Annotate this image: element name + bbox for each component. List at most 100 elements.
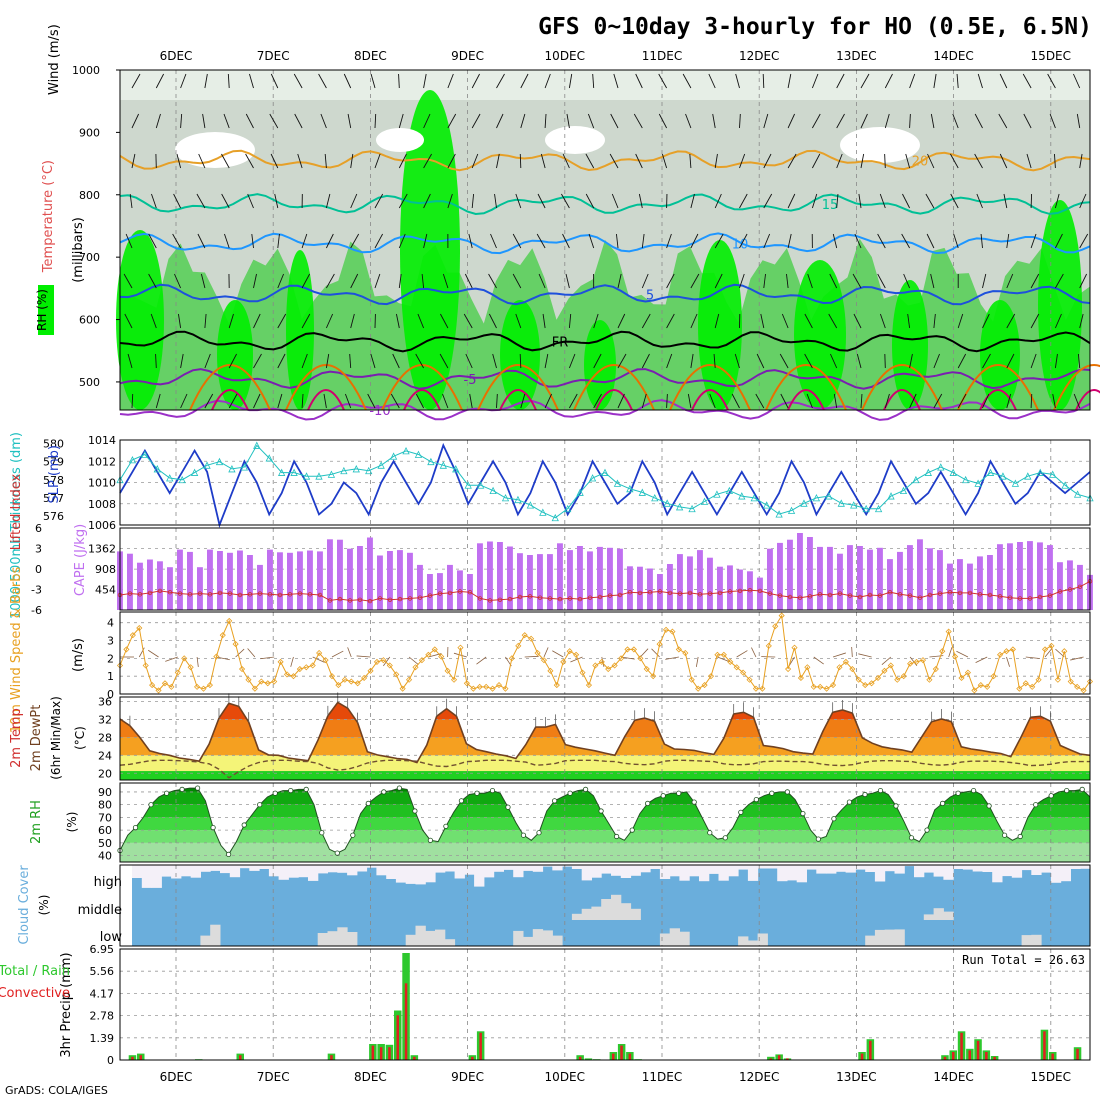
thickness-point <box>924 468 932 476</box>
cloud-bar-high <box>943 865 954 880</box>
cloud-bar-high <box>747 865 759 881</box>
cloud-bar-high <box>581 865 592 881</box>
cloud-bar-high <box>190 865 201 878</box>
wind-barb <box>471 193 475 209</box>
wind-barb <box>953 233 959 249</box>
li-point <box>967 590 973 596</box>
temperature-contour-label: 5 <box>646 289 654 304</box>
date-tick-label: 12DEC <box>739 49 779 63</box>
wind-barb <box>398 193 408 209</box>
rh-point <box>1001 832 1008 838</box>
li-point <box>807 594 813 599</box>
precip-total-bar <box>584 1058 593 1060</box>
wind-barb <box>568 353 576 369</box>
wind-barb <box>1054 233 1063 249</box>
thickness-point <box>203 461 211 469</box>
li-point <box>437 591 443 596</box>
wind-speed-point <box>290 673 297 680</box>
wind-speed-point <box>483 683 490 690</box>
cape-bar <box>807 537 813 610</box>
wind-barb <box>780 393 789 409</box>
wind-barb <box>325 193 331 209</box>
rh-point <box>629 827 635 833</box>
thickness-point <box>974 479 982 487</box>
cloud-bar-low <box>1031 934 1042 946</box>
li-point <box>607 593 613 598</box>
rh-point <box>924 827 930 833</box>
wind-speed-point <box>271 678 278 685</box>
li-point <box>537 595 543 600</box>
wind-speed-point <box>1041 646 1049 653</box>
wind-speed-point <box>772 623 779 630</box>
li-point <box>907 593 913 598</box>
wind-barb <box>836 193 839 209</box>
wind-speed-point <box>592 662 599 669</box>
wind-speed-point <box>1035 676 1042 683</box>
wind-speed-point <box>341 676 348 683</box>
wind-barb <box>131 73 141 89</box>
wind-barb <box>198 153 206 169</box>
cloud-bar-high <box>454 865 465 879</box>
rh-tick-label: 50 <box>98 837 112 850</box>
wind-barb <box>350 153 354 169</box>
cloud-bar-low <box>327 931 338 946</box>
thickness-point <box>651 493 659 502</box>
wind-speed-point <box>354 680 361 687</box>
rh-point <box>691 799 697 805</box>
wind-barb <box>476 656 487 665</box>
wind-barb <box>301 313 311 329</box>
rh-point <box>288 787 294 794</box>
wind-barb <box>398 233 406 249</box>
li-point <box>207 592 213 597</box>
cape-bar <box>707 557 713 610</box>
wind-barb <box>172 233 181 249</box>
wind-speed-point <box>547 667 554 674</box>
date-tick-label: 13DEC <box>836 49 876 63</box>
cloud-bar-high <box>386 865 397 879</box>
li-point <box>577 596 583 602</box>
wind-barb <box>714 233 724 249</box>
rh-band <box>120 788 1090 792</box>
credit-label: GrADS: COLA/IGES <box>5 1084 108 1097</box>
cloud-bar-high <box>757 865 768 869</box>
pressure-tick-label: 800 <box>79 189 100 202</box>
thickness-point <box>352 465 360 473</box>
thickness-point <box>389 452 398 460</box>
cloud-bar-low <box>679 931 690 946</box>
wind-barb <box>927 153 935 169</box>
thickness-point <box>937 463 945 471</box>
wind-barb <box>982 353 991 369</box>
wind-speed-point <box>245 676 252 683</box>
wind-barb <box>447 193 453 209</box>
cloud-bar-low <box>659 933 671 946</box>
li-point <box>587 595 593 600</box>
li-point <box>687 590 693 596</box>
wind-barb <box>1025 656 1040 659</box>
thickness-point <box>986 468 995 476</box>
wind-barb <box>196 656 199 668</box>
slp-tick-label: 1006 <box>88 519 116 532</box>
thickness-point <box>775 510 783 518</box>
wind-barb <box>490 233 497 249</box>
wind-barb <box>786 273 789 289</box>
cape-bar <box>897 551 903 610</box>
cloud-bar-low <box>894 929 905 946</box>
wind-barb <box>442 273 449 289</box>
cloud-bar-low <box>210 924 221 946</box>
cloud-bar-middle <box>933 908 944 920</box>
cape-bar <box>237 550 243 610</box>
cape-bar <box>477 543 483 610</box>
cloud-bar-low <box>347 932 358 946</box>
temp-band <box>120 771 1090 780</box>
wind-barb <box>641 313 651 329</box>
wind-barb <box>249 73 254 89</box>
wind-barb <box>519 153 522 169</box>
cloud-bar-high <box>259 865 270 869</box>
wind-barb <box>1054 193 1060 209</box>
date-tick-label: 15DEC <box>1031 49 1071 63</box>
precip-convective-bar <box>139 1055 142 1060</box>
wind-barb <box>734 353 740 369</box>
rh-point <box>645 800 651 807</box>
li-point <box>647 590 653 595</box>
cloud-bar-high <box>679 865 690 881</box>
